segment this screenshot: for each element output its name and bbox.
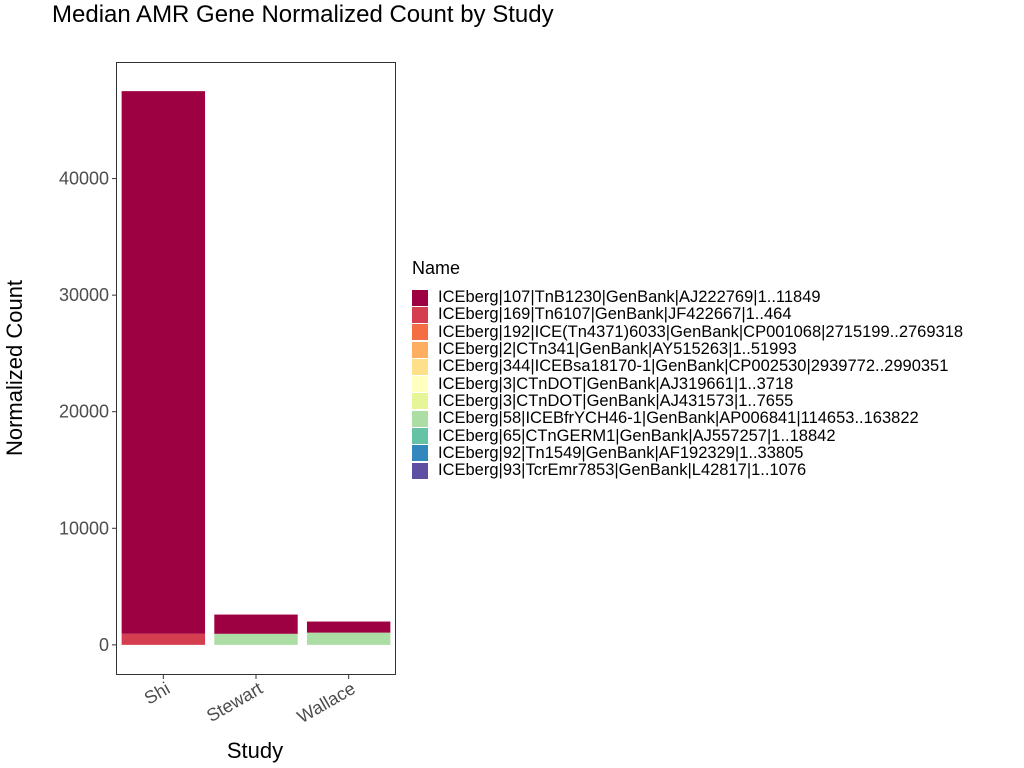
bar-wallace-segment-2 xyxy=(306,621,391,633)
legend-swatch xyxy=(412,358,428,375)
legend-item: ICEberg|169|Tn6107|GenBank|JF422667|1..4… xyxy=(412,305,963,324)
legend-label: ICEberg|107|TnB1230|GenBank|AJ222769|1..… xyxy=(438,288,821,307)
legend-swatch xyxy=(412,306,428,323)
y-axis: 0 10000 20000 30000 40000 xyxy=(59,169,117,655)
bar-stewart-segment-1 xyxy=(214,633,298,645)
legend-label: ICEberg|92|Tn1549|GenBank|AF192329|1..33… xyxy=(438,443,804,462)
x-tick-label-wallace: Wallace xyxy=(294,678,359,727)
legend-swatch xyxy=(412,428,428,445)
legend-item: ICEberg|3|CTnDOT|GenBank|AJ431573|1..765… xyxy=(412,391,963,410)
legend-label: ICEberg|344|ICEBsa18170-1|GenBank|CP0025… xyxy=(438,357,949,376)
chart-title: Median AMR Gene Normalized Count by Stud… xyxy=(52,1,554,28)
legend-label: ICEberg|2|CTn341|GenBank|AY515263|1..519… xyxy=(438,340,797,359)
x-axis-title: Study xyxy=(227,738,283,763)
legend-title: Name xyxy=(412,258,461,278)
legend-item: ICEberg|3|CTnDOT|GenBank|AJ319661|1..371… xyxy=(412,374,963,393)
legend-item: ICEberg|2|CTn341|GenBank|AY515263|1..519… xyxy=(412,340,963,359)
legend-item: ICEberg|65|CTnGERM1|GenBank|AJ557257|1..… xyxy=(412,426,963,445)
legend-item: ICEberg|93|TcrEmr7853|GenBank|L42817|1..… xyxy=(412,461,963,480)
y-tick-label: 10000 xyxy=(59,518,109,538)
legend-label: ICEberg|169|Tn6107|GenBank|JF422667|1..4… xyxy=(438,305,792,324)
legend-item: ICEberg|58|ICEBfrYCH46-1|GenBank|AP00684… xyxy=(412,409,963,428)
bar-stewart-segment-2 xyxy=(214,614,298,634)
bar-shi-segment-2 xyxy=(121,91,206,634)
y-tick-label: 0 xyxy=(99,635,109,655)
x-axis: Shi Stewart Wallace xyxy=(141,674,359,727)
bar-shi-segment-0 xyxy=(121,633,206,645)
legend-label: ICEberg|93|TcrEmr7853|GenBank|L42817|1..… xyxy=(438,461,807,480)
legend-item: ICEberg|344|ICEBsa18170-1|GenBank|CP0025… xyxy=(412,357,963,376)
legend-swatch xyxy=(412,341,428,358)
x-tick-label-shi: Shi xyxy=(141,678,174,708)
bars-layer xyxy=(121,91,391,645)
y-tick-label: 20000 xyxy=(59,402,109,422)
legend-items: ICEberg|107|TnB1230|GenBank|AJ222769|1..… xyxy=(412,288,964,480)
legend-label: ICEberg|3|CTnDOT|GenBank|AJ319661|1..371… xyxy=(438,374,794,393)
legend-item: ICEberg|92|Tn1549|GenBank|AF192329|1..33… xyxy=(412,443,963,462)
legend-swatch xyxy=(412,462,428,479)
legend-label: ICEberg|192|ICE(Tn4371)6033|GenBank|CP00… xyxy=(438,322,964,341)
y-axis-title: Normalized Count xyxy=(2,280,27,456)
legend-swatch xyxy=(412,445,428,462)
legend-swatch xyxy=(412,376,428,393)
legend-item: ICEberg|192|ICE(Tn4371)6033|GenBank|CP00… xyxy=(412,322,964,341)
y-tick-label: 40000 xyxy=(59,169,109,189)
legend-swatch xyxy=(412,393,428,410)
bar-wallace-segment-1 xyxy=(306,632,391,645)
legend-label: ICEberg|58|ICEBfrYCH46-1|GenBank|AP00684… xyxy=(438,409,919,428)
y-tick-label: 30000 xyxy=(59,285,109,305)
legend-item: ICEberg|107|TnB1230|GenBank|AJ222769|1..… xyxy=(412,288,963,307)
legend-swatch xyxy=(412,410,428,427)
legend-label: ICEberg|3|CTnDOT|GenBank|AJ431573|1..765… xyxy=(438,391,794,410)
x-tick-label-stewart: Stewart xyxy=(203,678,266,726)
legend: Name ICEberg|107|TnB1230|GenBank|AJ22276… xyxy=(412,258,963,479)
legend-label: ICEberg|65|CTnGERM1|GenBank|AJ557257|1..… xyxy=(438,426,836,445)
legend-swatch xyxy=(412,289,428,306)
legend-swatch xyxy=(412,324,428,341)
